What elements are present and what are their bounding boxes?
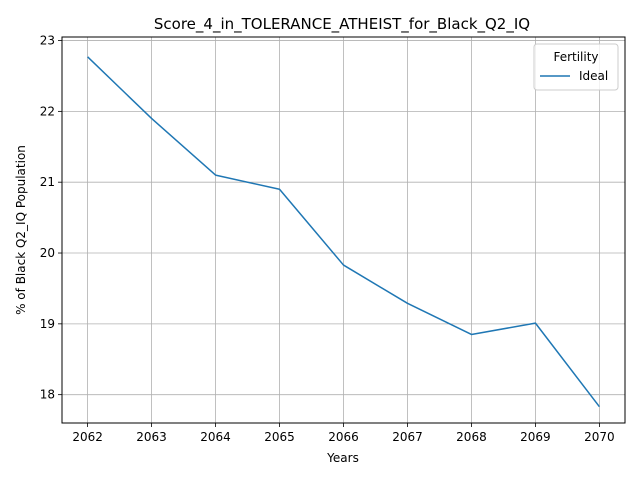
legend-box [533, 43, 619, 91]
grid [62, 37, 625, 423]
x-tick-label: 2062 [72, 430, 103, 444]
chart-title: Score_4_in_TOLERANCE_ATHEIST_for_Black_Q… [154, 15, 530, 34]
y-axis: 18 19 20 21 22 23 [40, 34, 62, 402]
series-layer [87, 56, 601, 408]
y-tick-label: 18 [40, 388, 55, 402]
x-tick-label: 2067 [392, 430, 423, 444]
legend: Fertility Ideal [533, 43, 619, 91]
y-tick-label: 22 [40, 104, 55, 118]
x-axis-label: Years [326, 451, 359, 465]
x-tick-label: 2065 [264, 430, 295, 444]
legend-title: Fertility [553, 50, 598, 64]
y-tick-label: 23 [40, 34, 55, 48]
y-tick-label: 20 [40, 246, 55, 260]
x-tick-label: 2066 [328, 430, 359, 444]
x-tick-label: 2068 [456, 430, 487, 444]
legend-label-ideal: Ideal [579, 69, 608, 83]
x-tick-label: 2070 [584, 430, 615, 444]
y-axis-label: % of Black Q2_IQ Population [14, 145, 28, 315]
x-tick-label: 2069 [520, 430, 551, 444]
x-tick-label: 2063 [136, 430, 167, 444]
y-tick-label: 19 [40, 317, 55, 331]
y-tick-label: 21 [40, 175, 55, 189]
x-tick-label: 2064 [200, 430, 231, 444]
x-axis: 2062 2063 2064 2065 2066 2067 2068 2069 2070 [72, 423, 615, 444]
series-line-ideal [87, 56, 601, 408]
